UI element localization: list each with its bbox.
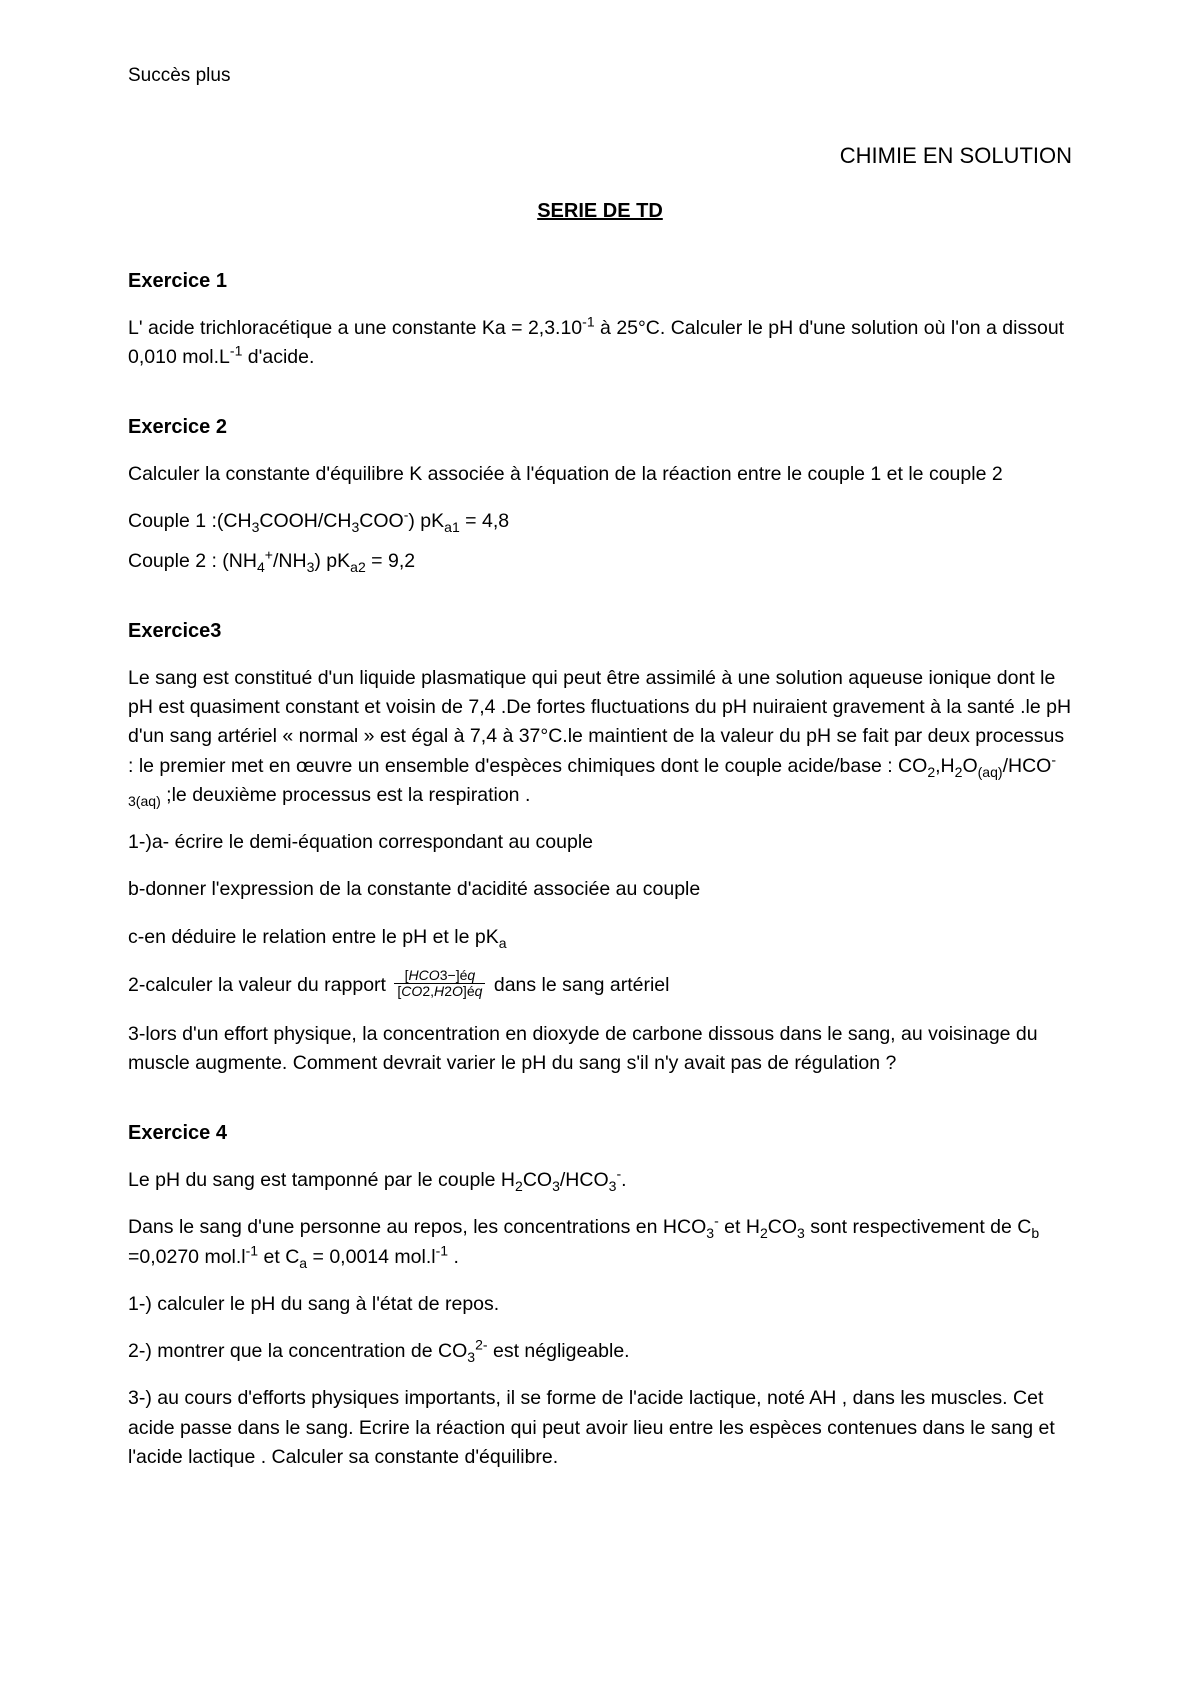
text: et H [719,1216,760,1238]
text: 3−]é [440,967,468,983]
exercise-4-q1: 1-) calculer le pH du sang à l'état de r… [128,1290,1072,1319]
text: Dans le sang d'une personne au repos, le… [128,1216,706,1238]
text: CO [768,1216,797,1238]
exercise-1-heading: Exercice 1 [128,266,1072,296]
text: 2 [444,983,452,999]
text: ;le deuxième processus est la respiratio… [161,784,531,806]
exercise-2-couple2: Couple 2 : (NH4+/NH3) pKa2 = 9,2 [128,547,1072,576]
exercise-3-q3: 3-lors d'un effort physique, la concentr… [128,1020,1072,1079]
text: q [467,967,475,983]
text: COO [359,510,403,532]
text: Couple 1 :(CH [128,510,252,532]
subscript: (aq) [978,763,1003,779]
exercise-2-intro: Calculer la constante d'équilibre K asso… [128,460,1072,489]
text: Couple 2 : (NH [128,550,257,572]
subscript: 4 [257,558,265,574]
subscript: 3 [706,1225,714,1241]
subscript: a1 [444,519,460,535]
text: O [452,983,463,999]
superscript: + [265,546,273,562]
text: = 4,8 [460,510,509,532]
exercise-3-q1a: 1-)a- écrire le demi-équation correspond… [128,828,1072,857]
text: c-en déduire le relation entre le pH et … [128,926,499,948]
document-page: Succès plus CHIMIE EN SOLUTION SERIE DE … [0,0,1200,1590]
superscript: -1 [436,1242,448,1258]
text: O [962,755,977,777]
superscript: -1 [246,1242,258,1258]
subscript: a [499,934,507,950]
exercise-3-heading: Exercice3 [128,616,1072,646]
text: q [475,983,483,999]
exercise-1-body: L' acide trichloracétique a une constant… [128,314,1072,373]
text: /HCO [1003,755,1052,777]
exercise-4-q3: 3-) au cours d'efforts physiques importa… [128,1384,1072,1472]
text: /HCO [560,1169,609,1191]
text: Le sang est constitué d'un liquide plasm… [128,667,1071,777]
text: est négligeable. [488,1340,630,1362]
exercise-2-heading: Exercice 2 [128,412,1072,442]
subscript: 2 [515,1178,523,1194]
text: HCO [409,967,440,983]
text: H [434,983,444,999]
text: d'acide. [242,346,314,368]
text: = 9,2 [366,550,415,572]
superscript: - [1051,751,1056,767]
superscript: -1 [230,342,242,358]
text: = 0,0014 mol.l [307,1246,435,1268]
fraction-numerator: [HCO3−]éq [394,968,485,984]
text: ,H [935,755,955,777]
exercise-4-p2: Dans le sang d'une personne au repos, le… [128,1213,1072,1272]
text: CO [523,1169,552,1191]
subscript: a2 [350,558,366,574]
subscript: 3(aq) [128,793,161,809]
text: Le pH du sang est tamponné par le couple… [128,1169,515,1191]
course-title: CHIMIE EN SOLUTION [128,139,1072,172]
text: et C [258,1246,299,1268]
text: ]é [463,983,475,999]
text: dans le sang artériel [488,974,669,996]
exercise-2-couple1: Couple 1 :(CH3COOH/CH3COO-) pKa1 = 4,8 [128,507,1072,536]
exercise-3-intro: Le sang est constitué d'un liquide plasm… [128,664,1072,810]
text: CO [401,983,422,999]
text: COOH/CH [259,510,351,532]
superscript: -1 [582,313,594,329]
text: ) pK [314,550,350,572]
exercise-4-heading: Exercice 4 [128,1118,1072,1148]
fraction-denominator: [CO2,H2O]éq [394,984,485,999]
exercise-4-p1: Le pH du sang est tamponné par le couple… [128,1166,1072,1195]
text: 2-calculer la valeur du rapport [128,974,391,996]
text: =0,0270 mol.l [128,1246,246,1268]
text: . [621,1169,626,1191]
exercise-4-q2: 2-) montrer que la concentration de CO32… [128,1337,1072,1366]
exercise-3-q1b: b-donner l'expression de la constante d'… [128,875,1072,904]
subscript: a [299,1255,307,1271]
subscript: 3 [552,1178,560,1194]
exercise-3-q2: 2-calculer la valeur du rapport [HCO3−]é… [128,970,1072,1002]
text: ) pK [408,510,444,532]
series-title: SERIE DE TD [128,196,1072,226]
text: . [448,1246,459,1268]
text: /NH [273,550,307,572]
subscript: 3 [797,1225,805,1241]
subscript: 2 [927,763,935,779]
header-site: Succès plus [128,62,1072,91]
text: sont respectivement de C [805,1216,1032,1238]
text: 2-) montrer que la concentration de CO [128,1340,467,1362]
exercise-3-q1c: c-en déduire le relation entre le pH et … [128,923,1072,952]
superscript: 2- [475,1337,487,1353]
subscript: 3 [467,1349,475,1365]
fraction: [HCO3−]éq[CO2,H2O]éq [394,968,485,1000]
text: 2, [422,983,434,999]
subscript: 2 [760,1225,768,1241]
text: L' acide trichloracétique a une constant… [128,317,582,339]
subscript: b [1031,1225,1039,1241]
